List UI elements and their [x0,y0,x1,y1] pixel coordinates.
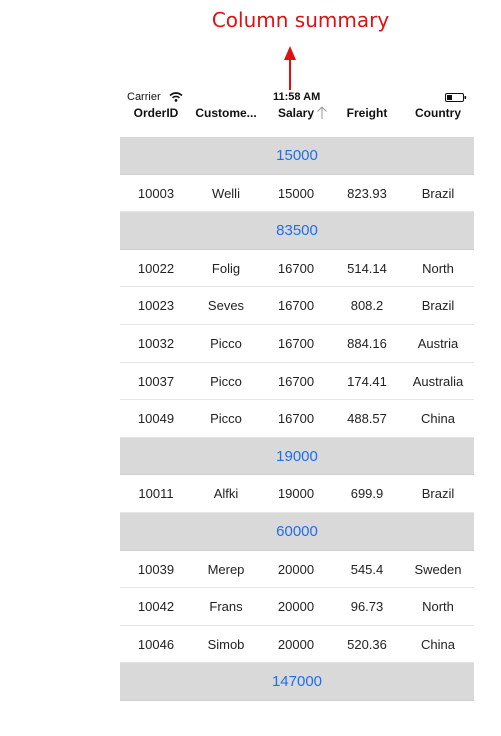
cell-customer: Picco [210,335,242,351]
column-header-orderid[interactable]: OrderID [133,106,179,120]
cell-country: Australia [412,373,464,389]
group-summary-row[interactable]: 15000 [120,137,474,175]
cell-orderid: 10046 [137,636,175,652]
cell-salary: 16700 [277,411,315,427]
cell-orderid: 10049 [137,411,175,427]
cell-country: China [421,636,455,652]
table-row[interactable]: 10032 Picco 16700 884.16 Austria [120,325,474,363]
cell-country: North [422,260,454,276]
cell-orderid: 10011 [138,486,174,502]
column-header-row: OrderID Custome... Salary Freight Countr… [120,104,474,138]
status-time: 11:58 AM [273,91,321,103]
wifi-icon [169,92,183,102]
status-bar: Carrier 11:58 AM [120,90,474,104]
group-summary-caption: 147000 [271,673,323,691]
cell-country: Brazil [421,298,455,314]
cell-salary: 15000 [277,185,315,201]
cell-salary: 16700 [277,335,315,351]
table-row[interactable]: 10046 Simob 20000 520.36 China [120,626,474,664]
table-row[interactable]: 10042 Frans 20000 96.73 North [120,588,474,626]
cell-orderid: 10003 [137,185,175,201]
cell-customer: Merep [207,561,245,577]
cell-freight: 823.93 [347,185,387,201]
cell-country: Austria [417,335,459,351]
table-row[interactable]: 10011 Alfki 19000 699.9 Brazil [120,475,474,513]
group-summary-caption: 19000 [276,447,318,465]
cell-freight: 174.41 [347,373,387,389]
cell-freight: 514.14 [347,260,387,276]
cell-orderid: 10023 [137,298,175,314]
column-header-salary[interactable]: Salary [260,104,332,122]
cell-freight: 884.16 [347,335,387,351]
group-summary-row[interactable]: 60000 [120,512,474,551]
group-summary-caption: 60000 [276,522,318,540]
cell-freight: 96.73 [350,599,384,615]
table-row[interactable]: 10039 Merep 20000 545.4 Sweden [120,551,474,589]
cell-freight: 520.36 [347,636,387,652]
cell-freight: 545.4 [350,561,384,577]
annotation-label: Column summary [211,8,390,32]
cell-salary: 16700 [277,260,315,276]
group-summary-row[interactable]: 147000 [120,663,474,701]
column-header-freight[interactable]: Freight [346,106,388,120]
group-summary-caption: 15000 [276,147,318,164]
sort-ascending-icon [317,106,327,119]
cell-freight: 488.57 [347,411,387,427]
cell-customer: Picco [210,373,242,389]
cell-orderid: 10042 [137,599,175,615]
column-header-customer[interactable]: Custome... [195,106,257,120]
cell-country: Brazil [421,185,455,201]
group-summary-row[interactable]: 19000 [120,437,474,476]
cell-salary: 19000 [277,486,315,502]
cell-orderid: 10037 [137,373,175,389]
cell-customer: Picco [210,411,242,427]
table-row[interactable]: 10003 Welli 15000 823.93 Brazil [120,175,474,213]
cell-salary: 20000 [277,636,315,652]
table-row[interactable]: 10022 Folig 16700 514.14 North [120,250,474,288]
cell-customer: Folig [211,260,241,276]
cell-customer: Alfki [213,486,239,502]
cell-salary: 16700 [277,373,315,389]
cell-customer: Seves [207,298,245,314]
table-row[interactable]: 10049 Picco 16700 488.57 China [120,400,474,438]
group-summary-caption: 83500 [276,222,318,240]
cell-country: Brazil [421,486,455,502]
battery-icon [445,93,467,102]
table-row[interactable]: 10037 Picco 16700 174.41 Australia [120,363,474,401]
cell-orderid: 10032 [137,335,175,351]
cell-orderid: 10022 [137,260,175,276]
cell-country: North [422,599,454,615]
group-summary-row[interactable]: 83500 [120,212,474,250]
cell-salary: 20000 [277,599,315,615]
column-header-country[interactable]: Country [415,106,461,120]
cell-freight: 699.9 [350,486,384,502]
cell-country: Sweden [414,561,462,577]
carrier-label: Carrier [127,91,161,103]
cell-country: China [421,411,455,427]
table-row[interactable]: 10023 Seves 16700 808.2 Brazil [120,287,474,325]
column-header-salary-label: Salary [277,106,315,120]
cell-customer: Welli [212,185,240,201]
cell-orderid: 10039 [137,561,175,577]
grid-screen: Carrier 11:58 AM OrderID Custome... Sala… [120,90,474,720]
cell-customer: Simob [207,636,245,652]
cell-salary: 16700 [277,298,315,314]
cell-customer: Frans [209,599,243,615]
cell-freight: 808.2 [350,298,384,314]
cell-salary: 20000 [277,561,315,577]
grid-body: 15000 10003 Welli 15000 823.93 Brazil 83500 100… [120,137,474,701]
